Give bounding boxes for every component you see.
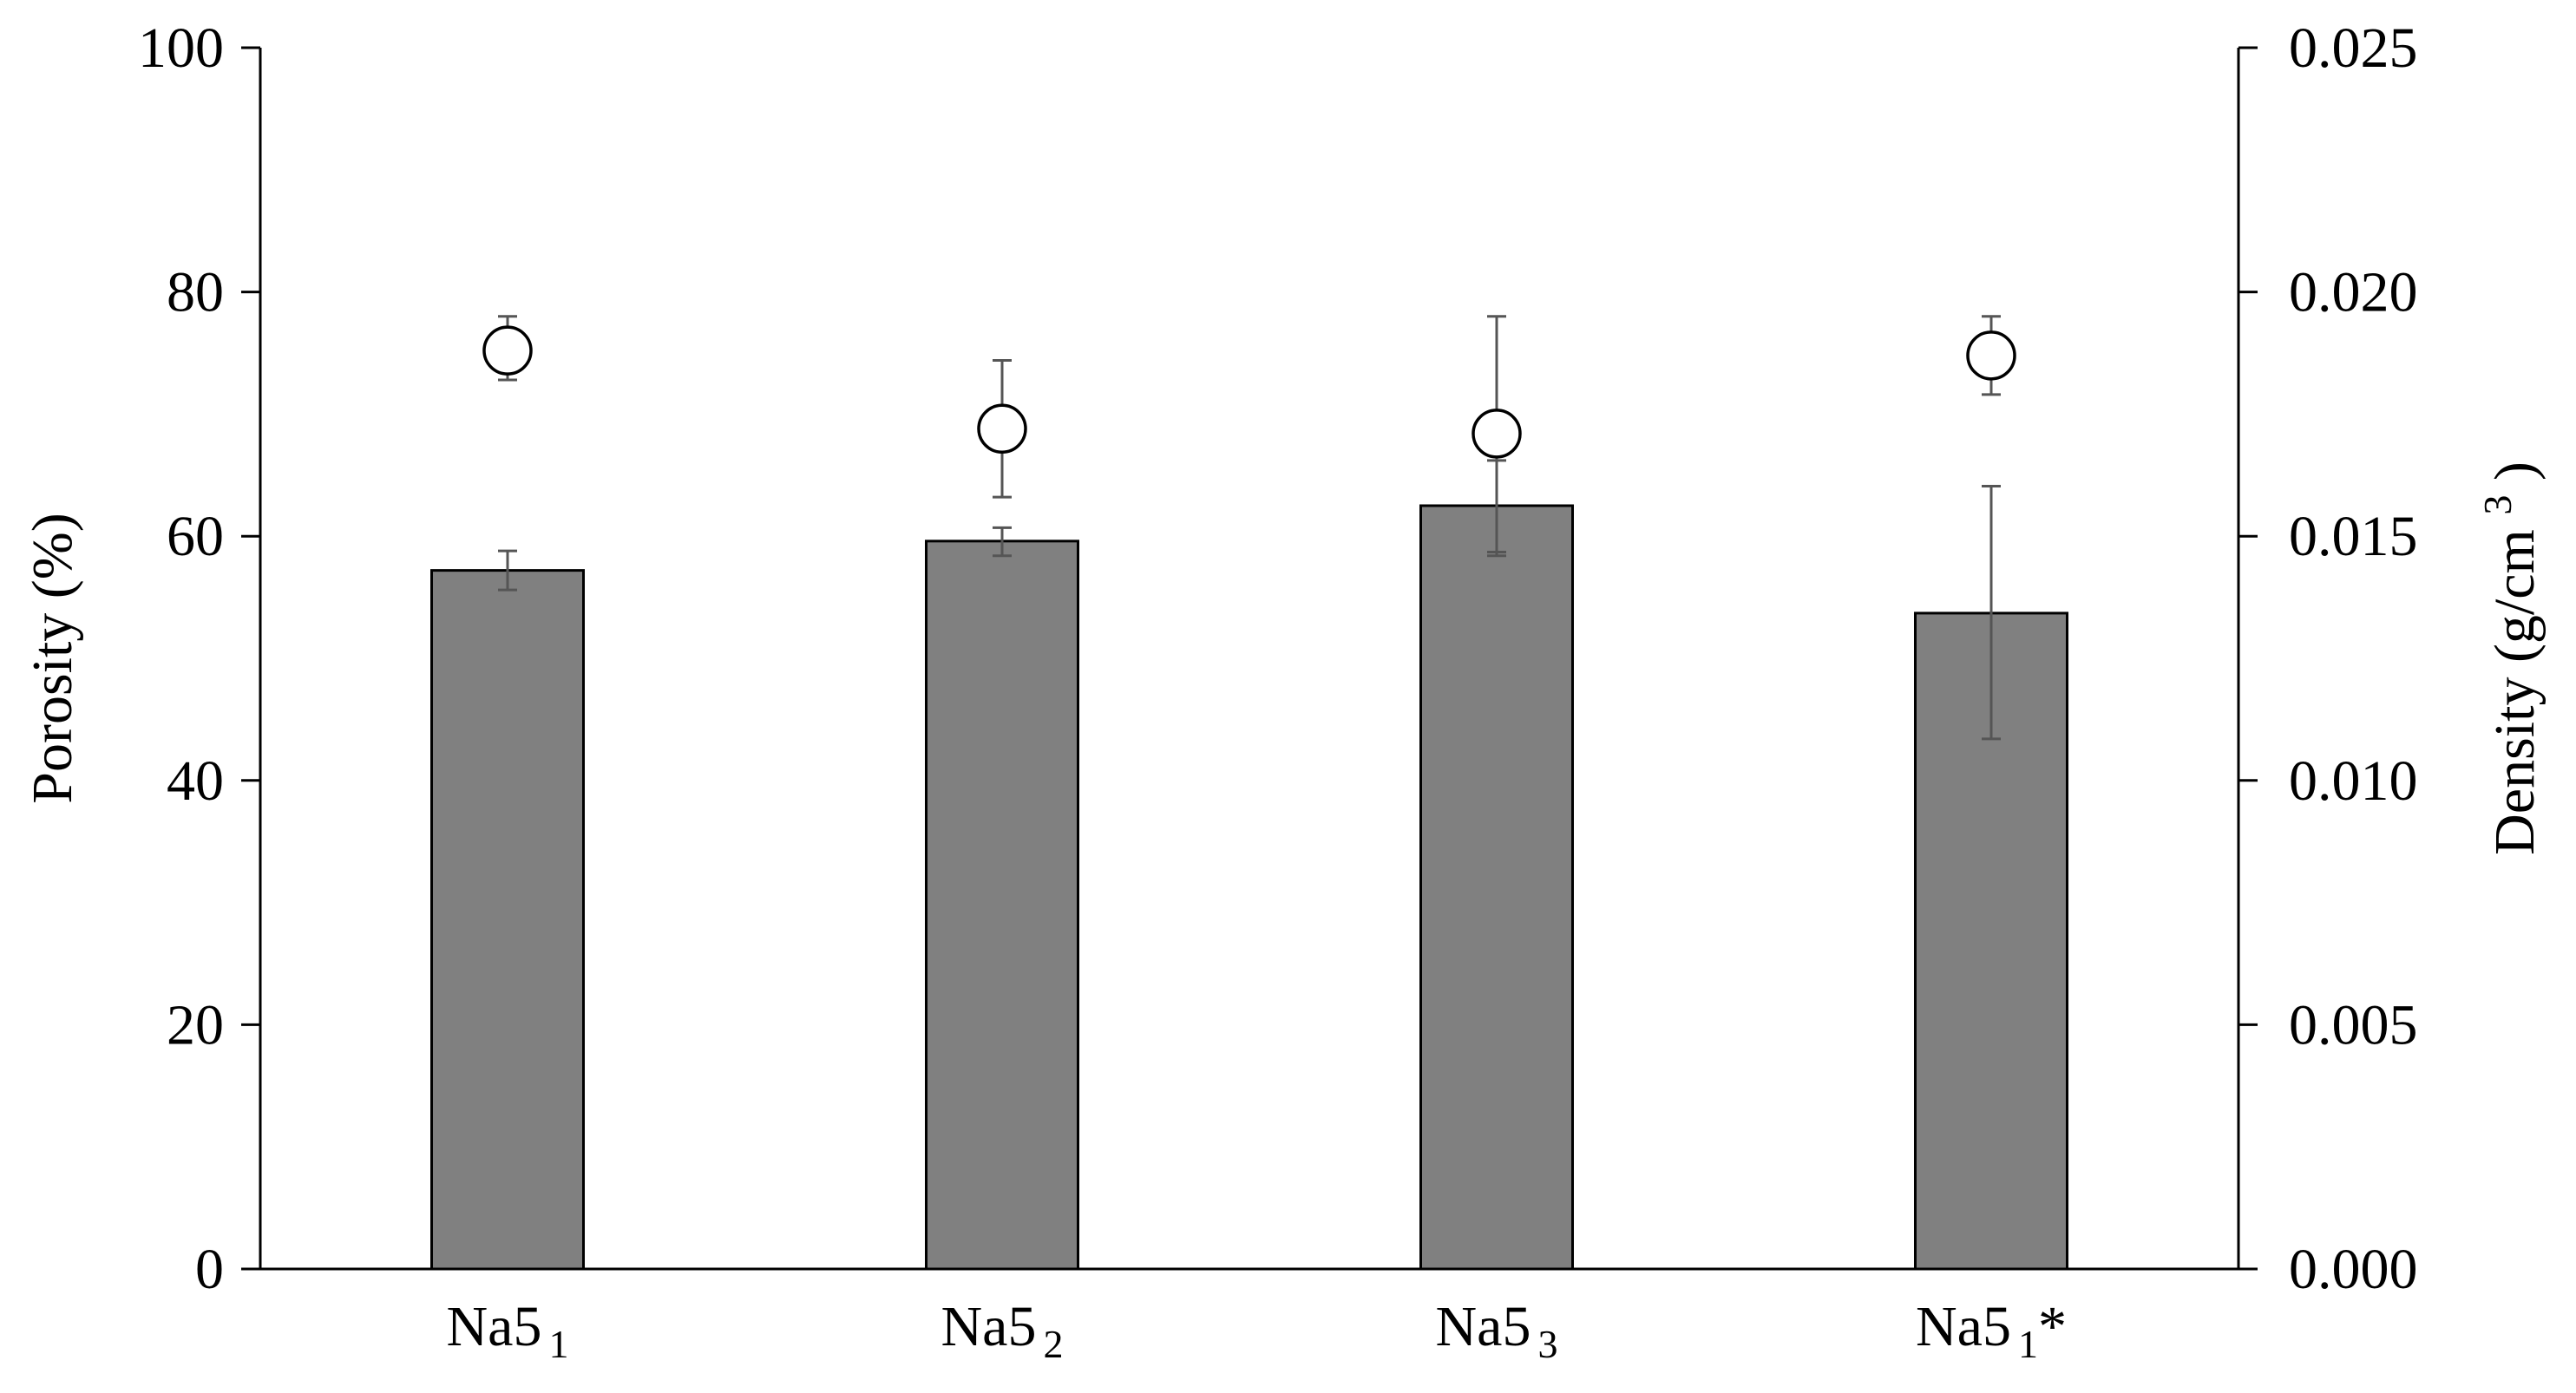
density-point-3 <box>1472 409 1522 459</box>
x-tick-label: Na5 3 <box>1436 1295 1558 1366</box>
y-axis-title: Porosity (%) <box>21 513 84 803</box>
x-tick-label: Na5 2 <box>941 1295 1064 1366</box>
right-tick-label: 0.015 <box>2289 505 2418 568</box>
right-tick-label: 0.025 <box>2289 16 2418 80</box>
right-tick-label: 0.000 <box>2289 1238 2418 1301</box>
right-tick-label: 0.010 <box>2289 749 2418 813</box>
bar-3 <box>1419 504 1574 1271</box>
left-tick-label: 60 <box>167 505 224 568</box>
left-tick-label: 0 <box>195 1238 224 1301</box>
y-axis-right-title: Density (g/cm 3 ) <box>2475 461 2547 855</box>
bar-error-1 <box>498 549 517 592</box>
left-tick-label: 40 <box>167 749 224 813</box>
bar-error-2 <box>993 526 1012 558</box>
right-tick-label: 0.005 <box>2289 993 2418 1056</box>
left-tick-label: 20 <box>167 993 224 1056</box>
x-tick-label: Na5 1 <box>447 1295 569 1366</box>
right-tick-label: 0.020 <box>2289 261 2418 324</box>
left-tick-label: 100 <box>138 16 224 80</box>
x-tick-label: Na5 1* <box>1916 1295 2067 1366</box>
density-point-1 <box>482 325 533 376</box>
bar-error-4 <box>1982 484 2001 741</box>
density-point-4 <box>1966 330 2016 381</box>
density-point-2 <box>977 403 1027 455</box>
bar-1 <box>430 569 585 1271</box>
bar-2 <box>925 540 1079 1271</box>
left-tick-label: 80 <box>167 261 224 324</box>
